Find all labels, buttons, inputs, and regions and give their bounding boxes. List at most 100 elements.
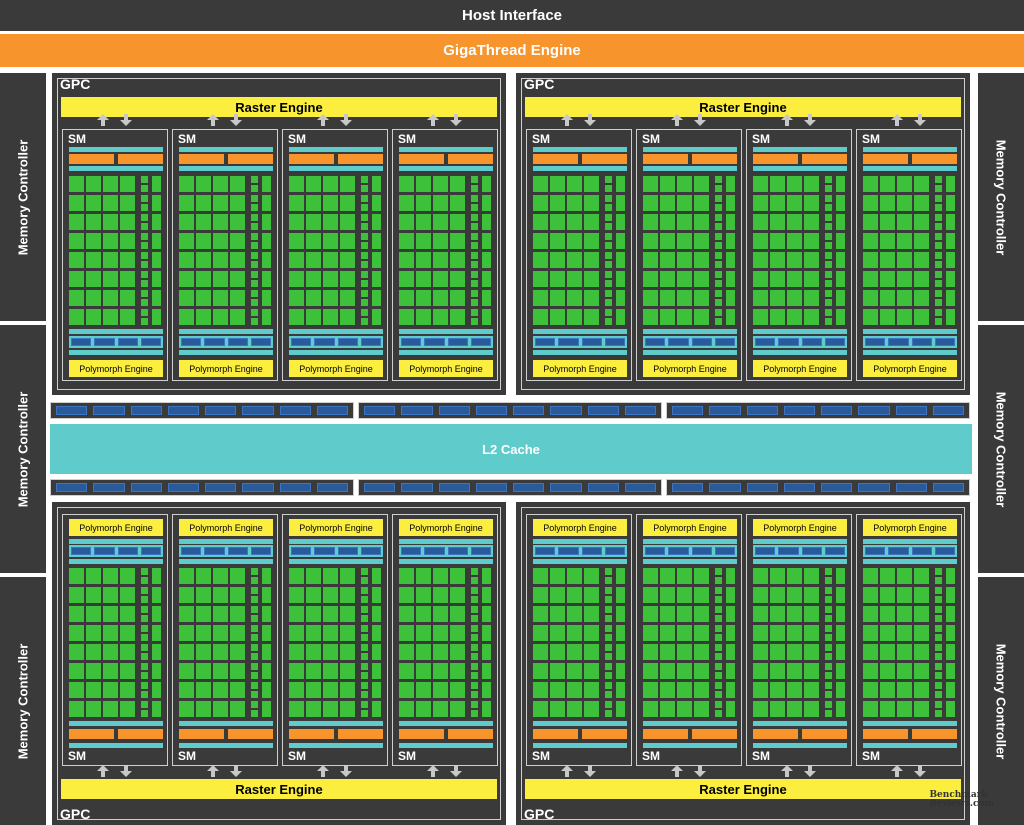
- ld-st-unit: [825, 280, 832, 287]
- register-file: [447, 338, 468, 346]
- ld-st-unit: [141, 596, 148, 603]
- ld-st-unit: [141, 280, 148, 287]
- cuda-core: [416, 252, 431, 268]
- cuda-core: [69, 176, 84, 192]
- cuda-core: [196, 290, 211, 306]
- cuda-core: [550, 701, 565, 717]
- cuda-core: [399, 290, 414, 306]
- cuda-core: [584, 252, 599, 268]
- cuda-core: [399, 233, 414, 249]
- cuda-core: [433, 587, 448, 603]
- cuda-core: [880, 252, 895, 268]
- arrow-down-icon: [340, 114, 352, 126]
- cuda-core: [914, 309, 929, 325]
- cuda-core: [533, 606, 548, 622]
- cuda-core: [289, 606, 304, 622]
- cache-bar: [863, 350, 957, 355]
- cuda-core: [213, 290, 228, 306]
- sfu-unit: [372, 663, 381, 679]
- cuda-core: [323, 252, 338, 268]
- ld-st-unit: [935, 299, 942, 306]
- ld-st-unit: [935, 309, 942, 316]
- polymorph-engine: Polymorph Engine: [863, 360, 957, 377]
- register-file: [865, 338, 886, 346]
- register-file-row: [533, 545, 627, 557]
- cuda-core: [880, 587, 895, 603]
- ld-st-unit: [361, 233, 368, 240]
- ld-st-unit: [361, 280, 368, 287]
- sfu-unit: [616, 587, 625, 603]
- cuda-core: [770, 587, 785, 603]
- warp-scheduler: [863, 154, 908, 164]
- ld-st-unit: [471, 233, 478, 240]
- gpc-label: GPC: [524, 806, 555, 822]
- sfu-unit: [946, 568, 955, 584]
- cuda-core: [230, 271, 245, 287]
- ld-st-unit: [825, 634, 832, 641]
- cuda-core: [86, 606, 101, 622]
- cuda-core: [694, 587, 709, 603]
- ld-st-unit: [935, 214, 942, 221]
- ld-st-unit: [605, 252, 612, 259]
- sm-block: SM Polymorph Engine: [526, 514, 632, 766]
- register-file-row: [753, 336, 847, 348]
- cuda-core: [433, 568, 448, 584]
- cuda-core: [533, 252, 548, 268]
- ld-st-unit: [825, 568, 832, 575]
- cuda-core: [306, 701, 321, 717]
- ld-st-unit: [141, 214, 148, 221]
- ld-st-unit: [605, 233, 612, 240]
- sfu-unit: [616, 233, 625, 249]
- sfu-unit: [726, 252, 735, 268]
- cuda-core: [584, 233, 599, 249]
- cuda-core: [69, 606, 84, 622]
- sfu-unit: [372, 309, 381, 325]
- ld-st-unit: [715, 185, 722, 192]
- sfu-unit: [152, 195, 161, 211]
- cuda-core: [914, 233, 929, 249]
- cuda-core: [323, 587, 338, 603]
- cuda-core: [120, 176, 135, 192]
- cuda-core: [550, 644, 565, 660]
- cuda-core: [306, 663, 321, 679]
- ld-st-unit: [715, 204, 722, 211]
- cuda-core: [120, 309, 135, 325]
- ld-st-unit: [361, 701, 368, 708]
- cuda-core: [230, 195, 245, 211]
- cuda-core: [550, 176, 565, 192]
- sm-label: SM: [178, 132, 196, 146]
- ld-st-unit: [361, 195, 368, 202]
- sm-label: SM: [68, 749, 86, 763]
- ld-st-unit: [361, 290, 368, 297]
- ld-st-unit: [471, 606, 478, 613]
- ld-st-unit: [935, 223, 942, 230]
- cuda-core: [323, 568, 338, 584]
- sfu-unit: [372, 587, 381, 603]
- cuda-core: [340, 233, 355, 249]
- cuda-core: [416, 663, 431, 679]
- cuda-core: [770, 701, 785, 717]
- cuda-core: [196, 176, 211, 192]
- polymorph-engine: Polymorph Engine: [753, 360, 847, 377]
- sm-block: SM Polymorph Engine: [172, 514, 278, 766]
- ld-st-unit: [715, 318, 722, 325]
- cache-bar: [399, 743, 493, 748]
- cuda-core: [340, 290, 355, 306]
- cuda-core: [533, 625, 548, 641]
- ld-st-unit: [825, 242, 832, 249]
- ld-st-unit: [605, 214, 612, 221]
- sfu-unit: [262, 587, 271, 603]
- cuda-core: [120, 195, 135, 211]
- cuda-core: [753, 176, 768, 192]
- cuda-core: [897, 701, 912, 717]
- sfu-unit: [836, 568, 845, 584]
- sm-block: SM Polymorph Engine: [856, 129, 962, 381]
- ld-st-unit: [361, 634, 368, 641]
- cuda-core: [533, 663, 548, 679]
- polymorph-engine: Polymorph Engine: [753, 519, 847, 536]
- ld-st-unit: [935, 587, 942, 594]
- ld-st-unit: [935, 204, 942, 211]
- cuda-core-grid: [863, 174, 957, 326]
- cache-bar: [533, 166, 627, 171]
- register-file-row: [179, 336, 273, 348]
